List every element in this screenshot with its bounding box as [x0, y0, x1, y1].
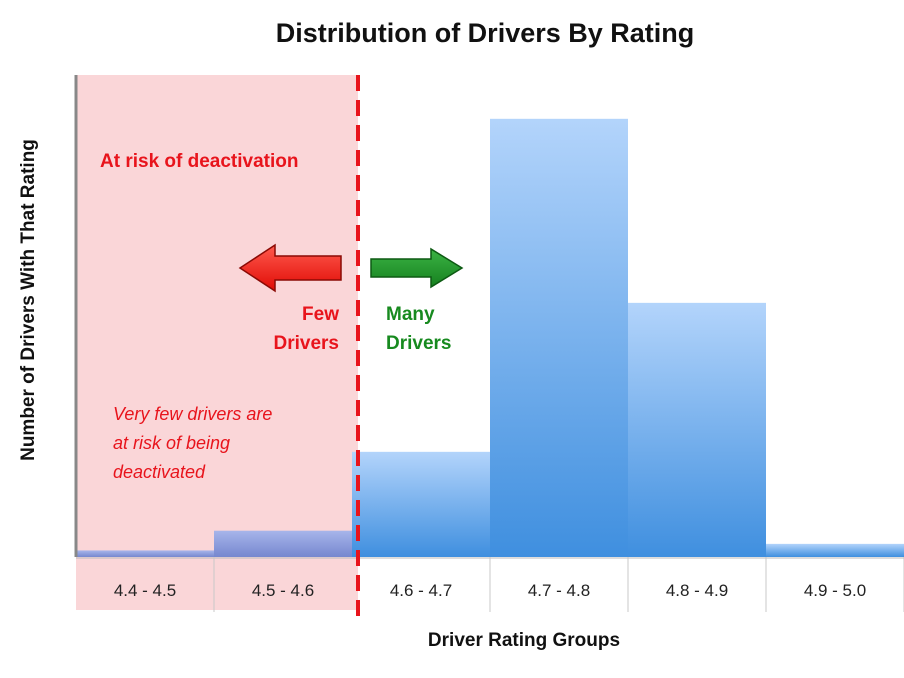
tick-lines [213, 557, 904, 612]
x-tick-label: 4.8 - 4.9 [666, 581, 728, 600]
bars-group [76, 118, 904, 558]
risk-note-line1: Very few drivers are [113, 404, 272, 424]
y-axis-label: Number of Drivers With That Rating [18, 139, 39, 461]
bar-4.8-4.9 [628, 302, 766, 557]
bar-4.7-4.8 [490, 118, 628, 558]
x-tick-label: 4.6 - 4.7 [390, 581, 452, 600]
x-tick-label: 4.9 - 5.0 [804, 581, 866, 600]
x-axis-label: Driver Rating Groups [428, 630, 620, 651]
few-label-line2: Drivers [274, 333, 340, 354]
bar-4.4-4.5 [76, 550, 214, 557]
x-tick-label: 4.4 - 4.5 [114, 581, 176, 600]
risk-note-line2: at risk of being [113, 433, 230, 453]
risk-note-line3: deactivated [113, 462, 206, 482]
bar-4.6-4.7 [352, 451, 490, 557]
few-label-line1: Few [302, 304, 339, 325]
chart-title: Distribution of Drivers By Rating [276, 18, 695, 48]
x-tick-label: 4.7 - 4.8 [528, 581, 590, 600]
x-tick-label: 4.5 - 4.6 [252, 581, 314, 600]
risk-zone [76, 75, 358, 610]
arrow-left-icon [238, 243, 342, 293]
many-label-line2: Drivers [386, 333, 452, 354]
risk-zone-label: At risk of deactivation [100, 151, 299, 172]
tick-labels: 4.4 - 4.5 4.5 - 4.6 4.6 - 4.7 4.7 - 4.8 4.8 … [114, 581, 866, 600]
bar-4.5-4.6 [214, 530, 352, 557]
bar-4.9-5.0 [766, 543, 904, 557]
arrow-right-icon [370, 247, 464, 289]
many-label-line1: Many [386, 304, 435, 325]
